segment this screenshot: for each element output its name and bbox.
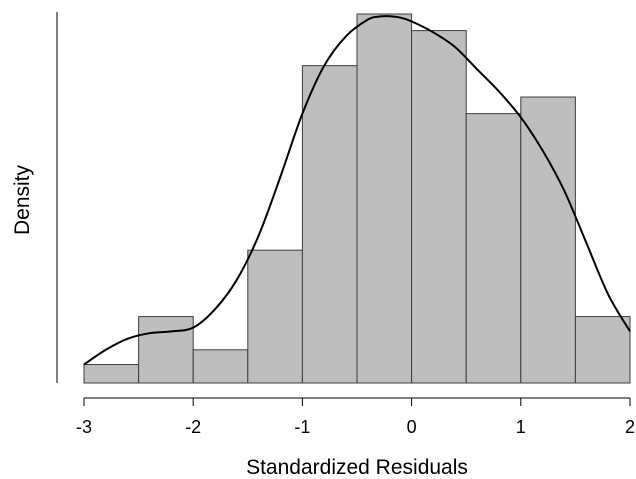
histogram-bar — [356, 13, 413, 384]
x-tick-label: 1 — [516, 417, 526, 437]
histogram-bar — [247, 249, 303, 384]
histogram-bar — [465, 113, 522, 384]
x-tick-label: 0 — [407, 417, 417, 437]
x-tick-label: -3 — [76, 417, 92, 437]
histogram-bar — [138, 316, 194, 384]
x-tick-label: 2 — [625, 417, 635, 437]
density-curve — [83, 15, 631, 366]
histogram-bars — [83, 13, 631, 384]
histogram-bar — [520, 96, 576, 384]
histogram-bar — [574, 316, 631, 384]
x-axis-title: Standardized Residuals — [246, 456, 468, 479]
histogram-bar — [301, 65, 358, 384]
y-axis-title: Density — [11, 164, 34, 235]
histogram-bar — [192, 349, 249, 384]
x-tick-label: -2 — [185, 417, 201, 437]
histogram-bar — [83, 364, 140, 384]
histogram-bar — [411, 30, 467, 384]
x-axis: -3 -2 -1 0 1 2 — [76, 397, 635, 437]
x-tick-label: -1 — [294, 417, 310, 437]
